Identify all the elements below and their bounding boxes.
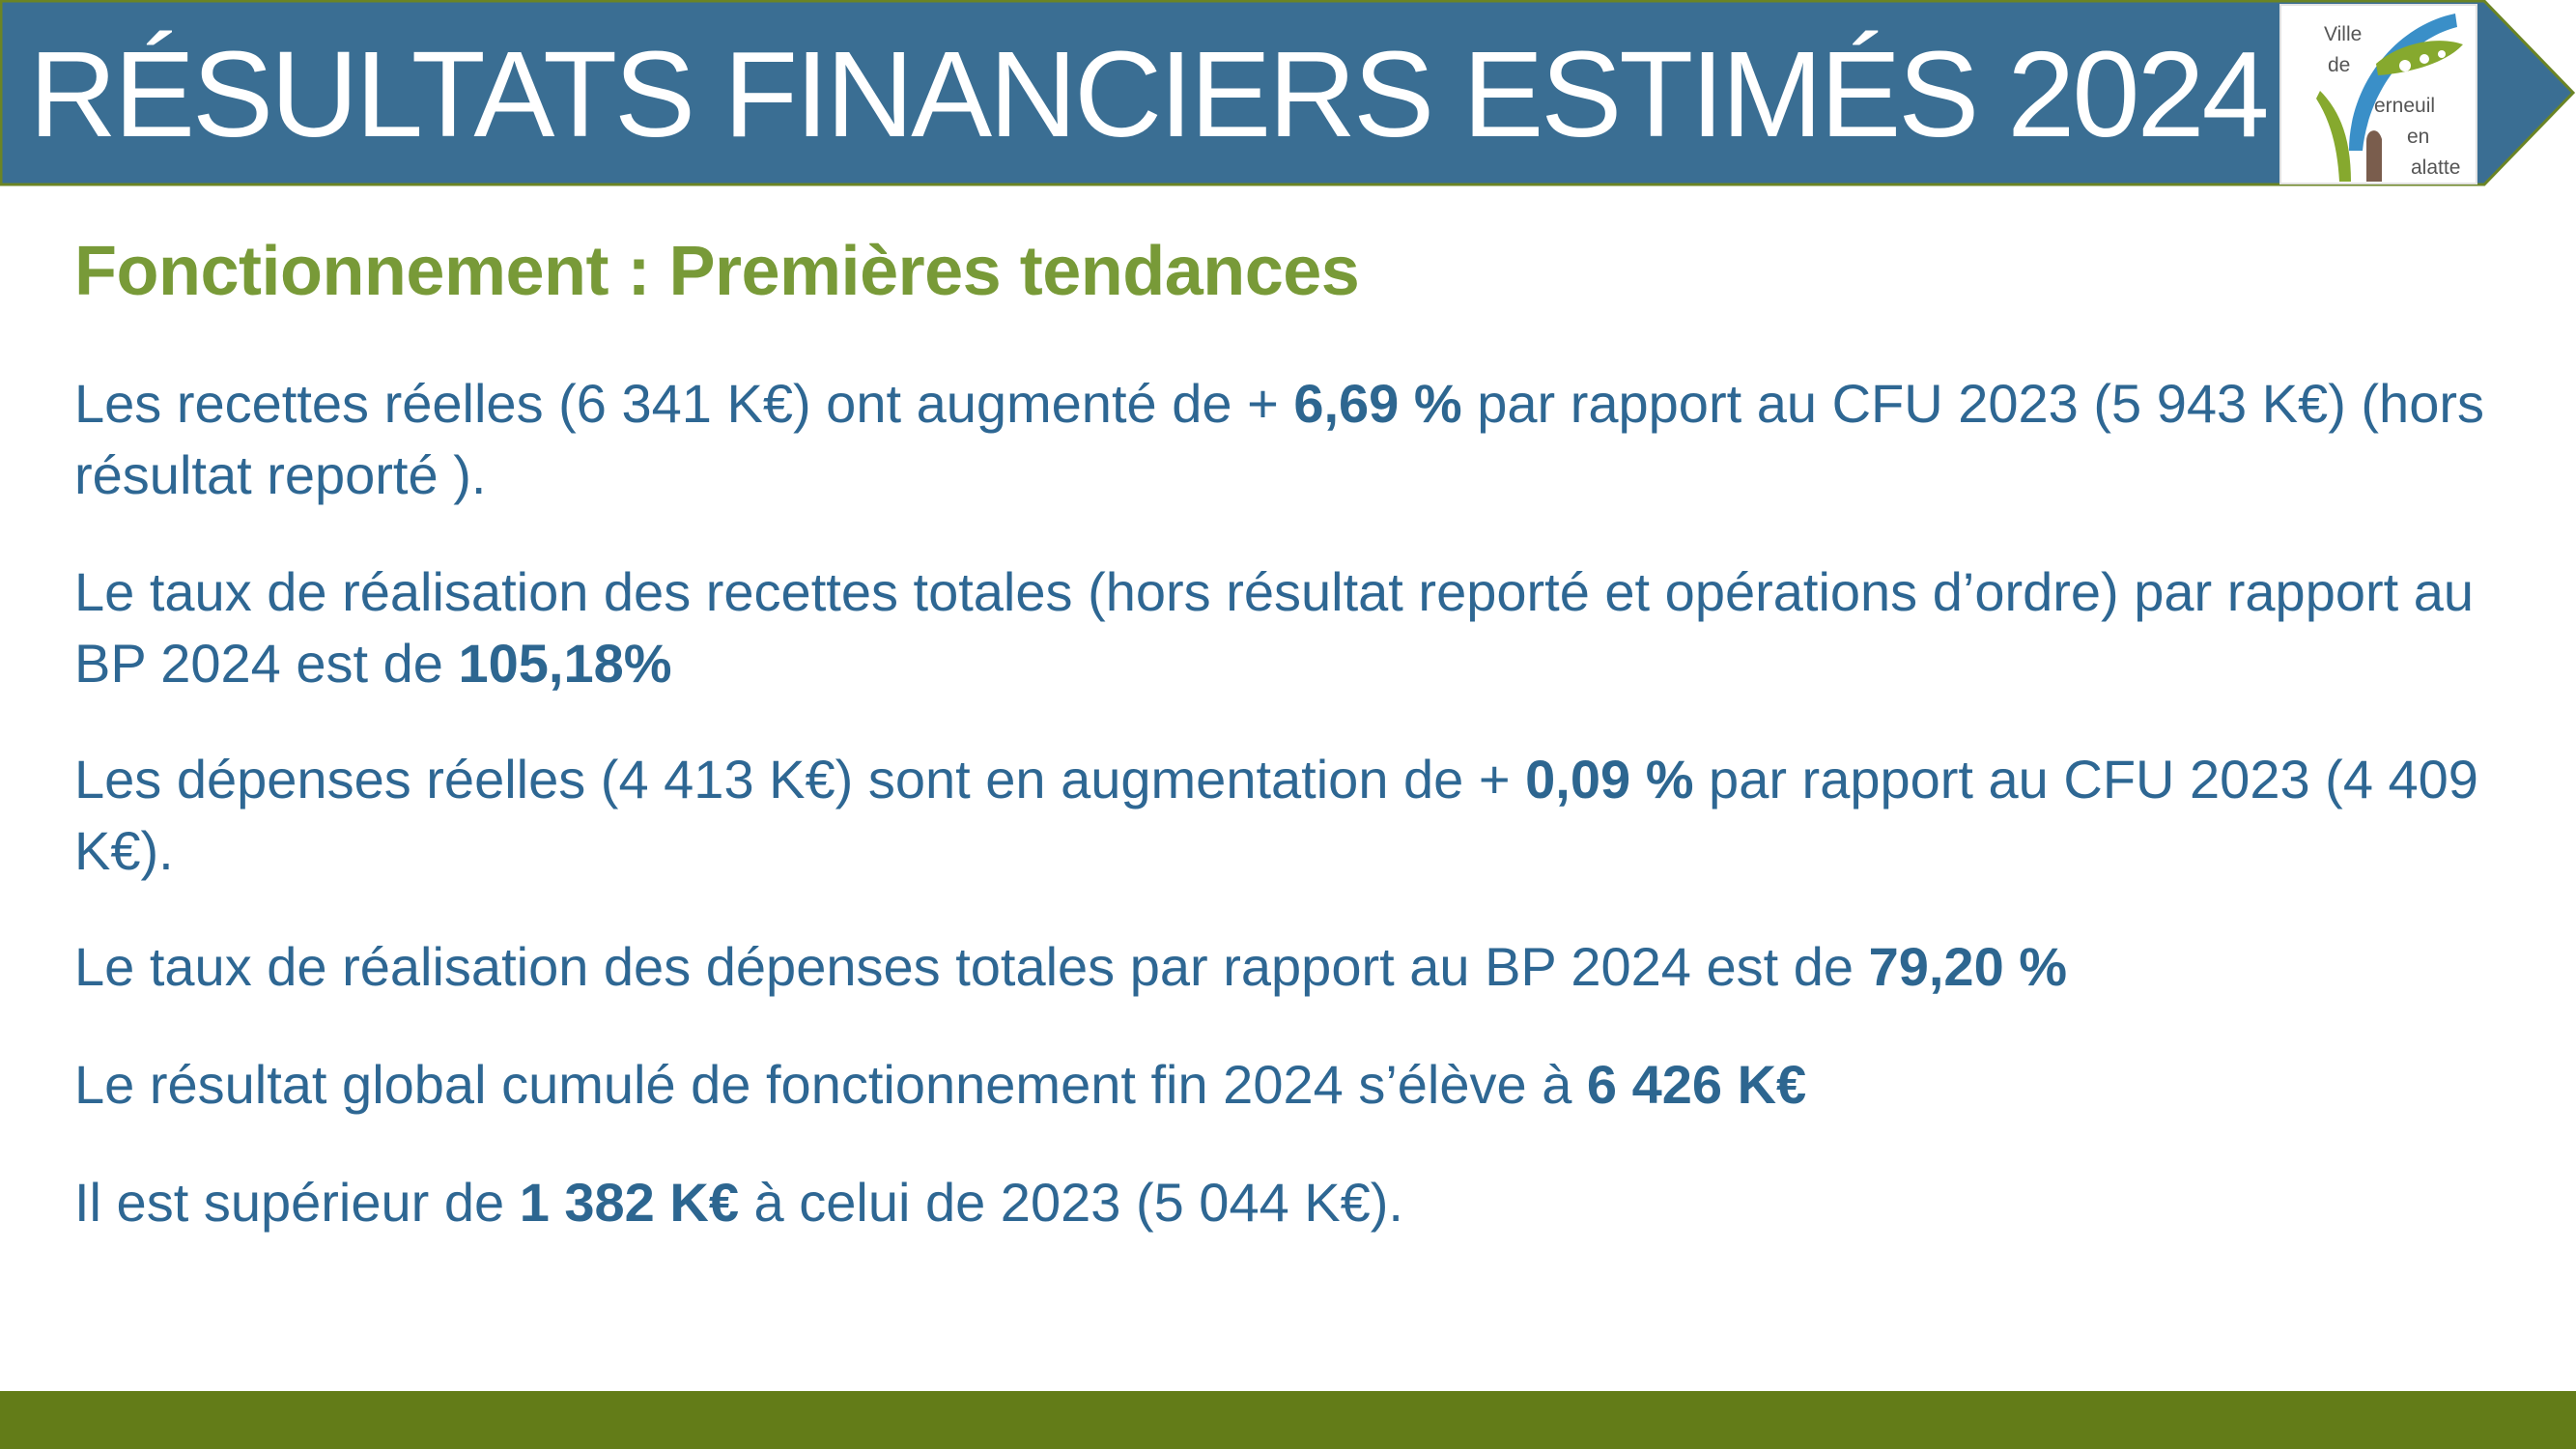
paragraph-text: par rapport au CFU 2023 (4 409 K€). (74, 749, 2478, 881)
paragraph-text: par rapport au CFU 2023 (5 943 K€) (hors… (74, 373, 2484, 505)
paragraph-taux-depenses: Le taux de réalisation des dépenses tota… (74, 931, 2508, 1003)
town-logo-icon (2316, 14, 2463, 182)
logo-word-erneuil: erneuil (2374, 95, 2436, 117)
section-subtitle: Fonctionnement : Premières tendances (74, 233, 1360, 310)
title-banner: RÉSULTATS FINANCIERS ESTIMÉS 2024 Ville … (0, 0, 2576, 188)
paragraph-highlight: 6,69 % (1293, 373, 1462, 434)
paragraph-highlight: 1 382 K€ (519, 1172, 739, 1233)
paragraph-text: Le taux de réalisation des recettes tota… (74, 561, 2475, 694)
paragraph-text: Il est supérieur de (74, 1172, 520, 1233)
paragraph-text: Le résultat global cumulé de fonctionnem… (74, 1054, 1587, 1115)
paragraph-highlight: 105,18% (458, 633, 672, 694)
footer-bar (0, 1391, 2576, 1449)
logo-word-alatte: alatte (2411, 156, 2461, 179)
town-logo: Ville de erneuil en alatte (2279, 4, 2477, 185)
paragraph-resultat-global: Le résultat global cumulé de fonctionnem… (74, 1049, 2508, 1121)
paragraph-highlight: 6 426 K€ (1586, 1054, 1807, 1115)
paragraph-depenses-reelles: Les dépenses réelles (4 413 K€) sont en … (74, 744, 2508, 887)
page-title: RÉSULTATS FINANCIERS ESTIMÉS 2024 (29, 26, 2270, 162)
paragraph-taux-recettes: Le taux de réalisation des recettes tota… (74, 556, 2508, 699)
paragraph-recettes-reelles: Les recettes réelles (6 341 K€) ont augm… (74, 368, 2508, 511)
paragraph-highlight: 79,20 % (1868, 936, 2068, 997)
logo-word-en: en (2407, 126, 2430, 148)
paragraph-comparaison-2023: Il est supérieur de 1 382 K€ à celui de … (74, 1167, 2508, 1238)
paragraph-highlight: 0,09 % (1525, 749, 1694, 810)
logo-word-de: de (2328, 54, 2351, 76)
paragraph-text: Les recettes réelles (6 341 K€) ont augm… (74, 373, 1294, 434)
paragraph-text: Les dépenses réelles (4 413 K€) sont en … (74, 749, 1526, 810)
paragraph-text: Le taux de réalisation des dépenses tota… (74, 936, 1869, 997)
logo-word-ville: Ville (2324, 23, 2363, 45)
paragraph-text: à celui de 2023 (5 044 K€). (738, 1172, 1403, 1233)
banner-arrow-shape (0, 0, 2576, 186)
